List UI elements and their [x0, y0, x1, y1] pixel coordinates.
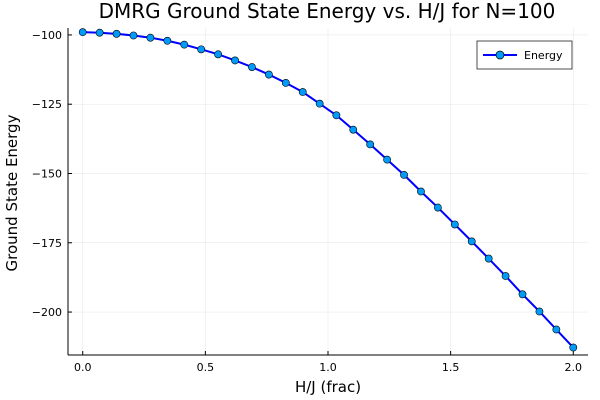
data-point [197, 45, 206, 54]
data-point [535, 307, 544, 316]
data-point [214, 50, 223, 59]
data-point [264, 70, 273, 79]
data-point [315, 99, 324, 108]
data-point [146, 33, 155, 42]
data-point [231, 56, 239, 65]
y-tick-label: −200 [32, 306, 62, 319]
data-point [298, 88, 307, 96]
data-point [248, 63, 256, 71]
data-point [450, 220, 459, 229]
x-axis-label: H/J (frac) [295, 378, 361, 396]
x-tick-label: 1.0 [319, 361, 337, 374]
data-point [569, 343, 578, 352]
plot-area [78, 28, 578, 352]
legend-label: Energy [524, 49, 563, 62]
y-axis-label: Ground State Energy [3, 114, 21, 271]
data-point [180, 40, 189, 49]
data-point [163, 36, 172, 45]
data-point [467, 237, 476, 246]
data-point [332, 111, 341, 120]
y-tick-label: −150 [32, 167, 62, 180]
legend: Energy [476, 40, 573, 70]
data-point [484, 254, 493, 263]
y-tick-label: −175 [32, 237, 62, 250]
y-tick-label: −100 [32, 29, 62, 42]
x-tick-label: 1.5 [442, 361, 460, 374]
data-point [78, 28, 87, 37]
data-point [366, 140, 375, 149]
x-tick-label: 2.0 [565, 361, 583, 374]
data-point [417, 187, 425, 196]
data-point [433, 203, 442, 212]
x-ticks: 0.0 0.5 1.0 1.5 2.0 [74, 351, 582, 374]
x-tick-label: 0.0 [74, 361, 92, 374]
data-point [518, 290, 527, 299]
data-point [95, 28, 104, 37]
data-point [400, 170, 408, 179]
data-point [383, 155, 392, 164]
x-tick-label: 0.5 [197, 361, 215, 374]
y-ticks: −100 −125 −150 −175 −200 [32, 29, 72, 319]
data-point [552, 325, 561, 334]
y-tick-label: −125 [32, 98, 62, 111]
data-point [349, 125, 358, 134]
grid [68, 28, 588, 355]
legend-marker-sample [495, 50, 505, 60]
data-point [129, 31, 138, 40]
data-point [112, 29, 121, 38]
data-point [501, 272, 510, 280]
chart-title: DMRG Ground State Energy vs. H/J for N=1… [99, 0, 556, 23]
data-point [281, 78, 290, 87]
